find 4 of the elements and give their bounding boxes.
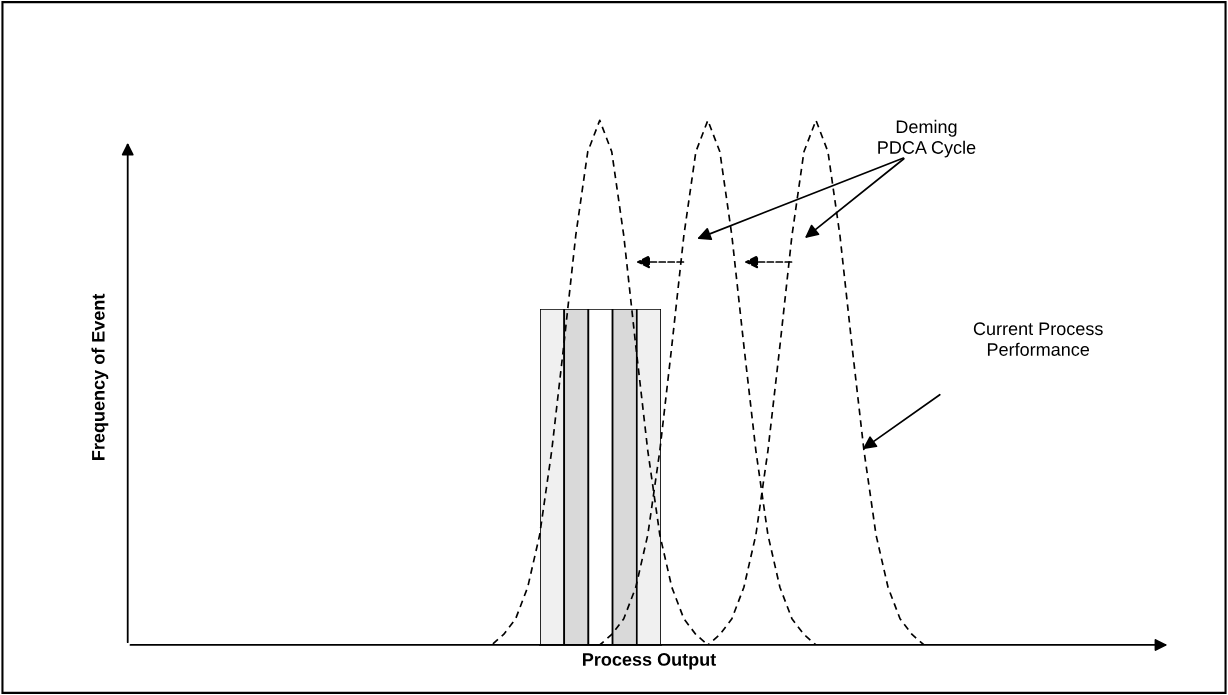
annotation: Deming PDCA Cycle xyxy=(878,119,976,158)
y-axis-title: Frequency of Event xyxy=(91,293,109,460)
x-axis-title: Process Output xyxy=(582,653,716,670)
annotation: Current Process Performance xyxy=(973,322,1103,356)
